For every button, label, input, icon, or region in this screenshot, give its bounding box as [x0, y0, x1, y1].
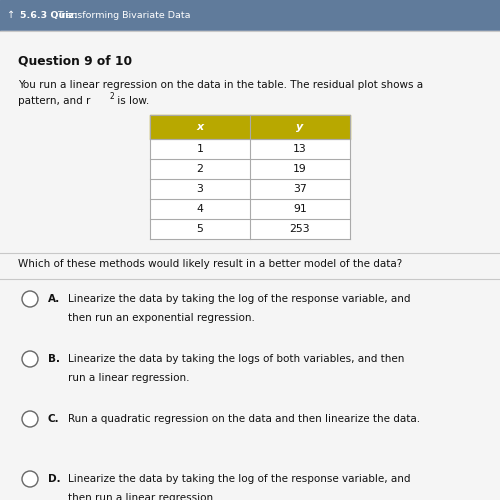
- Text: You run a linear regression on the data in the table. The residual plot shows a: You run a linear regression on the data …: [18, 80, 423, 90]
- Text: 5: 5: [196, 224, 203, 234]
- Text: Linearize the data by taking the logs of both variables, and then: Linearize the data by taking the logs of…: [68, 354, 404, 364]
- Bar: [150, 199, 350, 219]
- Bar: [150, 219, 350, 239]
- Circle shape: [22, 411, 38, 427]
- Text: pattern, and r: pattern, and r: [18, 96, 90, 106]
- Text: 253: 253: [290, 224, 310, 234]
- Text: 3: 3: [196, 184, 203, 194]
- Text: Transforming Bivariate Data: Transforming Bivariate Data: [58, 11, 191, 20]
- Text: Linearize the data by taking the log of the response variable, and: Linearize the data by taking the log of …: [68, 294, 410, 304]
- Bar: [150, 115, 350, 139]
- Bar: [150, 139, 350, 159]
- Bar: [150, 179, 350, 199]
- Text: y: y: [296, 122, 304, 132]
- Text: 5.6.3 Quiz:: 5.6.3 Quiz:: [20, 11, 78, 20]
- Text: 37: 37: [293, 184, 307, 194]
- Text: C.: C.: [48, 414, 60, 424]
- Text: B.: B.: [48, 354, 60, 364]
- Text: then run a linear regression.: then run a linear regression.: [68, 493, 216, 500]
- Circle shape: [22, 471, 38, 487]
- Text: 91: 91: [293, 204, 307, 214]
- Text: ↑: ↑: [7, 10, 15, 20]
- Text: then run an exponential regression.: then run an exponential regression.: [68, 313, 255, 323]
- Text: Run a quadratic regression on the data and then linearize the data.: Run a quadratic regression on the data a…: [68, 414, 420, 424]
- Text: 1: 1: [196, 144, 203, 154]
- Text: D.: D.: [48, 474, 60, 484]
- Text: run a linear regression.: run a linear regression.: [68, 373, 190, 383]
- Bar: [150, 159, 350, 179]
- Text: 19: 19: [293, 164, 307, 174]
- Bar: [0, 0, 500, 31]
- Text: Which of these methods would likely result in a better model of the data?: Which of these methods would likely resu…: [18, 259, 402, 269]
- Text: 4: 4: [196, 204, 203, 214]
- Text: 2: 2: [109, 92, 114, 101]
- Text: x: x: [196, 122, 203, 132]
- Circle shape: [22, 351, 38, 367]
- Text: is low.: is low.: [114, 96, 149, 106]
- Text: A.: A.: [48, 294, 60, 304]
- Text: 2: 2: [196, 164, 203, 174]
- Circle shape: [22, 291, 38, 307]
- Text: Linearize the data by taking the log of the response variable, and: Linearize the data by taking the log of …: [68, 474, 410, 484]
- Text: Question 9 of 10: Question 9 of 10: [18, 54, 132, 67]
- Text: 13: 13: [293, 144, 307, 154]
